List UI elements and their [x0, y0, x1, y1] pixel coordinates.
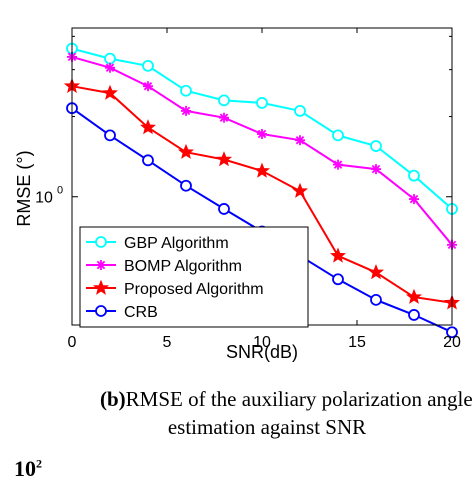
data-point-0-7 [332, 129, 344, 142]
legend-marker-3 [95, 305, 107, 317]
data-point-3-10 [446, 326, 458, 339]
figure-caption-line1: (b)RMSE of the auxiliary polarization an… [100, 386, 474, 412]
axis-ticks: 0 5 10 15 20 10 0 [35, 28, 461, 351]
data-point-0-9 [408, 169, 420, 182]
x-tick-label: 20 [443, 334, 461, 351]
legend-marker-0 [95, 236, 107, 248]
legend: GBP Algorithm BOMP Algorithm Proposed Algo… [79, 226, 309, 328]
legend-label-2: Proposed Algorithm [124, 281, 264, 298]
x-tick-label: 10 [253, 334, 271, 351]
data-point-2-2 [139, 119, 157, 135]
data-point-2-7 [329, 247, 347, 263]
y-axis-label: RMSE (°) [14, 150, 34, 226]
legend-label-0: GBP Algorithm [124, 235, 229, 252]
x-tick-label: 15 [348, 334, 366, 351]
data-point-1-2 [143, 81, 153, 92]
data-point-2-8 [367, 264, 385, 280]
series-markers [63, 42, 461, 339]
data-point-3-7 [332, 273, 344, 286]
x-tick-label: 5 [163, 334, 172, 351]
data-point-0-1 [104, 52, 116, 65]
x-tick-label: 0 [68, 334, 77, 351]
fragment-exponent: 2 [36, 456, 42, 471]
series-line-1 [71, 55, 453, 246]
data-point-1-8 [371, 164, 381, 175]
data-point-2-3 [177, 143, 195, 159]
data-point-2-6 [291, 182, 309, 198]
data-point-3-9 [408, 309, 420, 321]
data-point-3-4 [218, 203, 230, 215]
legend-label-3: CRB [124, 304, 158, 321]
data-point-1-5 [257, 129, 267, 140]
y-tick-label: 10 [35, 190, 53, 207]
legend-box [79, 226, 309, 328]
data-point-3-2 [142, 154, 154, 167]
legend-marker-2 [92, 279, 110, 295]
data-point-1-7 [333, 159, 343, 170]
fragment-base: 10 [14, 456, 36, 481]
legend-label-1: BOMP Algorithm [124, 258, 242, 275]
data-point-2-5 [253, 162, 271, 178]
data-point-3-8 [370, 293, 382, 306]
data-point-3-3 [180, 179, 192, 192]
data-point-0-8 [370, 140, 382, 152]
cropped-label-fragment: 102 [14, 456, 42, 482]
x-axis-label: SNR(dB) [226, 342, 298, 362]
rmse-chart: 0 5 10 15 20 10 0 RMSE (°) SNR(dB) GBP Algorit… [14, 27, 461, 362]
data-point-0-5 [256, 97, 268, 109]
data-point-2-1 [101, 84, 119, 100]
data-point-1-9 [409, 194, 419, 205]
data-point-2-9 [405, 288, 423, 304]
figure-caption-line2: estimation against SNR [167, 415, 367, 439]
data-point-0-4 [218, 94, 230, 107]
caption-text-1: RMSE of the auxiliary polarization angle [125, 387, 473, 411]
y-tick-exponent: 0 [57, 185, 63, 197]
data-point-1-3 [181, 105, 191, 116]
data-point-1-4 [219, 112, 229, 123]
data-point-0-3 [180, 84, 192, 97]
data-point-0-2 [142, 59, 154, 72]
caption-label: (b) [100, 387, 126, 411]
data-point-3-1 [104, 129, 116, 142]
data-point-0-6 [294, 105, 306, 117]
data-point-1-6 [295, 135, 305, 146]
data-point-1-1 [105, 62, 115, 73]
legend-marker-1 [96, 260, 106, 270]
data-point-2-4 [215, 151, 233, 167]
